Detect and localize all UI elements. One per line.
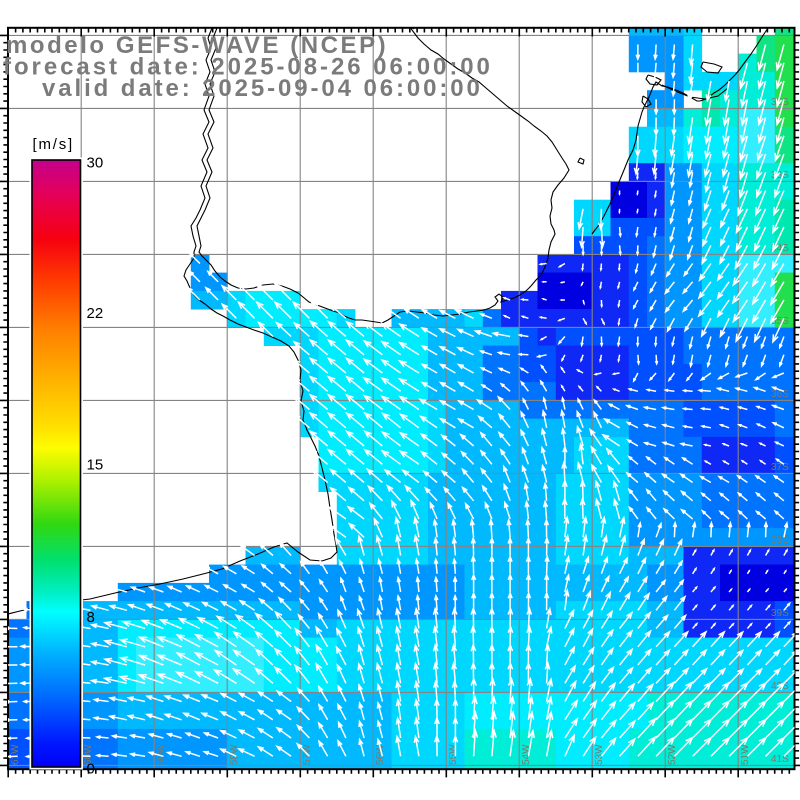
svg-text:56W: 56W	[375, 744, 386, 765]
svg-text:38S: 38S	[771, 535, 789, 546]
svg-text:58W: 58W	[229, 744, 240, 765]
svg-text:53W: 53W	[594, 744, 605, 765]
svg-text:61W: 61W	[10, 744, 21, 765]
svg-text:[m/s]: [m/s]	[33, 136, 75, 153]
svg-text:modelo GEFS-WAVE (NCEP): modelo GEFS-WAVE (NCEP)	[6, 32, 388, 59]
svg-text:54W: 54W	[521, 744, 532, 765]
svg-text:35S: 35S	[771, 316, 789, 327]
svg-text:34S: 34S	[771, 243, 789, 254]
svg-text:15: 15	[87, 457, 104, 474]
svg-text:33S: 33S	[771, 170, 789, 181]
svg-text:8: 8	[87, 609, 95, 626]
svg-text:52W: 52W	[667, 744, 678, 765]
svg-text:51W: 51W	[740, 744, 751, 765]
svg-text:valid date: 2025-09-04 06:00:0: valid date: 2025-09-04 06:00:00	[42, 75, 483, 102]
svg-text:22: 22	[87, 305, 104, 322]
svg-text:60W: 60W	[83, 744, 94, 765]
svg-text:41S: 41S	[771, 754, 789, 765]
svg-text:forecast date: 2025-08-26 06:0: forecast date: 2025-08-26 06:00:00	[3, 54, 493, 81]
svg-text:30: 30	[87, 155, 104, 172]
svg-text:0: 0	[87, 761, 95, 778]
svg-text:37S: 37S	[771, 462, 789, 473]
svg-text:59W: 59W	[156, 744, 167, 765]
svg-text:36S: 36S	[771, 389, 789, 400]
svg-text:39S: 39S	[771, 608, 789, 619]
svg-text:55W: 55W	[448, 744, 459, 765]
